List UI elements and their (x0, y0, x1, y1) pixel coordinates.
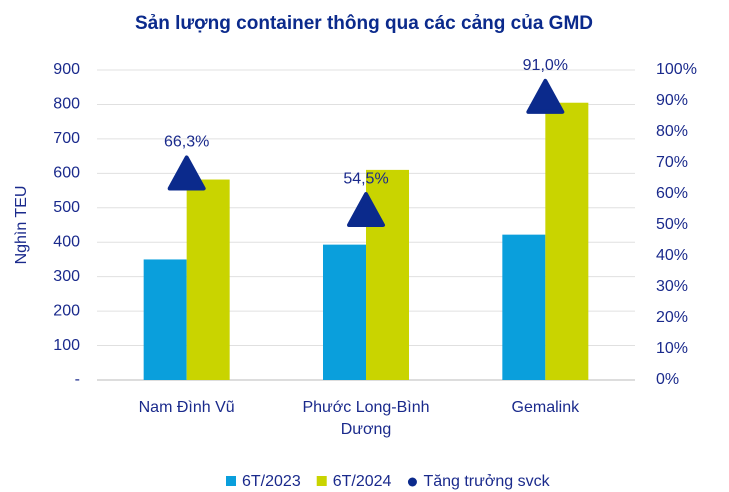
y2-tick-label: 80% (656, 123, 688, 140)
x-tick-label: Gemalink (511, 399, 580, 416)
legend-label: 6T/2024 (333, 473, 392, 490)
data-label: 54,5% (343, 170, 388, 187)
legend-swatch (316, 476, 327, 486)
y2-tick-label: 50% (656, 216, 688, 233)
y2-tick-label: 90% (656, 92, 688, 109)
y-tick-label: 500 (53, 199, 80, 216)
y-tick-label: - (75, 371, 80, 388)
bar (502, 234, 546, 380)
bar (323, 244, 366, 380)
y2-tick-label: 100% (656, 61, 697, 78)
legend-label: Tăng trưởng svck (423, 473, 550, 490)
marker (167, 155, 206, 191)
bar (186, 179, 230, 380)
x-tick-label: Nam Đình Vũ (138, 399, 235, 416)
y2-tick-label: 40% (656, 247, 688, 264)
y-tick-label: 800 (53, 96, 80, 113)
marker (347, 192, 385, 228)
y-tick-label: 400 (53, 233, 80, 250)
x-tick-label: Phước Long-Bình Dương (302, 399, 430, 438)
legend-swatch (226, 476, 236, 486)
y2-tick-label: 0% (656, 371, 679, 388)
y-tick-label: 900 (53, 61, 80, 78)
y-tick-label: 100 (53, 337, 80, 354)
y2-tick-label: 30% (656, 278, 688, 295)
y-tick-label: 700 (53, 130, 80, 147)
legend-swatch (407, 477, 417, 487)
y-tick-label: 600 (53, 165, 80, 182)
bar (143, 259, 187, 380)
y-tick-label: 300 (53, 268, 80, 285)
bar (366, 169, 409, 380)
marker (526, 78, 565, 114)
chart-title: Sản lượng container thông qua các cảng c… (135, 13, 593, 34)
y-axis-label: Nghìn TEU (13, 186, 30, 265)
bar (545, 102, 589, 380)
data-label: 66,3% (164, 134, 209, 151)
y2-tick-label: 70% (656, 154, 688, 171)
y2-tick-label: 10% (656, 340, 688, 357)
y2-tick-label: 20% (656, 309, 688, 326)
y2-tick-label: 60% (656, 185, 688, 202)
data-label: 91,0% (523, 57, 568, 74)
legend-label: 6T/2023 (242, 473, 301, 490)
y-tick-label: 200 (53, 302, 80, 319)
